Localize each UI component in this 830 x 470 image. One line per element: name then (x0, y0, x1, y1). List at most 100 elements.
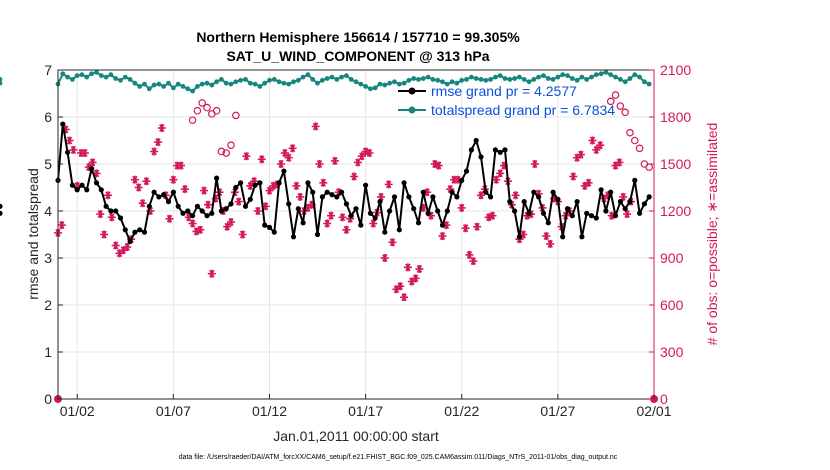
series-point (372, 85, 378, 91)
series-point (406, 77, 412, 83)
y2-tick-label: 1500 (660, 156, 691, 172)
obs-possible-point (198, 99, 206, 107)
series-point (257, 180, 263, 186)
obs-assimilated-point (415, 265, 424, 273)
y-axis-left-ticks: 0 1 2 3 4 5 6 7 (44, 62, 63, 407)
series-point (146, 86, 152, 92)
obs-possible-point (222, 149, 231, 157)
series-point (209, 82, 215, 88)
obs-assimilated-point (473, 222, 482, 231)
series-point (74, 187, 80, 193)
obs-possible-point (626, 128, 634, 137)
series-point (329, 192, 335, 198)
series-point (228, 201, 234, 207)
obs-assimilated-point (530, 160, 539, 168)
series-point (449, 189, 455, 195)
series-point (406, 194, 412, 200)
series-point (377, 81, 383, 87)
series-point (252, 182, 258, 188)
series-point (358, 222, 364, 228)
series-point (488, 77, 493, 82)
obs-assimilated-point (330, 156, 339, 165)
series-point (632, 177, 638, 183)
series-point (185, 86, 191, 92)
obs-assimilated-point (100, 230, 109, 239)
legend-spread-marker (408, 106, 416, 114)
series-point (324, 76, 330, 81)
chart-subtitle: SAT_U_WIND_COMPONENT @ 313 hPa (226, 48, 489, 64)
series-point (517, 74, 522, 80)
series-point (440, 79, 445, 85)
series-point (387, 208, 393, 214)
series-point (589, 74, 594, 80)
series-point (497, 149, 503, 155)
series-point (420, 76, 426, 81)
x-axis-ticks: 01/02 01/07 01/12 01/17 01/22 01/27 02/01 (60, 394, 672, 419)
y-tick-label: 6 (44, 109, 52, 125)
obs-assimilated-point (596, 141, 605, 150)
series-point (194, 203, 200, 209)
obs-assimilated-point (396, 282, 405, 291)
y-axis-left-label: rmse and totalspread (25, 168, 41, 300)
obs-assimilated-point (496, 169, 505, 178)
series-point (0, 210, 3, 216)
series-point (175, 203, 181, 209)
series-point (511, 208, 518, 214)
series-point (89, 166, 95, 172)
series-point (348, 77, 354, 82)
series-point (478, 77, 484, 82)
series-point (247, 196, 253, 202)
series-point (377, 199, 383, 205)
obs-assimilated-point (154, 138, 162, 147)
series-point (74, 73, 80, 78)
y2-tick-label: 1800 (660, 109, 691, 125)
series-point (483, 189, 489, 195)
series-point (603, 69, 609, 75)
obs-assimilated-point (327, 211, 335, 220)
series-point (290, 234, 297, 240)
series-point (60, 121, 66, 127)
series-point (0, 80, 3, 86)
obs-assimilated-point (253, 207, 262, 215)
obs-assimilated-point (238, 230, 247, 239)
series-point (65, 149, 71, 155)
y-tick-label: 1 (44, 344, 52, 360)
series-point (564, 206, 571, 212)
obs-assimilated-point (357, 152, 366, 161)
series-point (541, 73, 546, 78)
series-point (358, 81, 364, 87)
obs-assimilated-point (511, 191, 520, 200)
series-point (161, 192, 167, 198)
x-tick-label: 01/02 (60, 403, 95, 419)
obs-assimilated-point (188, 219, 197, 228)
footer-data-file: data file: /Users/raeder/DAI/ATM_forcXX/… (179, 454, 618, 461)
obs-assimilated-point (65, 136, 74, 145)
series-point (584, 77, 590, 82)
series-point (493, 74, 498, 80)
series-point (391, 194, 398, 200)
series-point (540, 210, 547, 216)
obs-assimilated-point (384, 180, 393, 189)
series-point (439, 222, 446, 228)
series-point (608, 189, 614, 195)
y-tick-label: 7 (44, 62, 52, 78)
obs-assimilated-point (542, 232, 551, 241)
series-point (363, 182, 369, 188)
series-point (444, 208, 450, 214)
legend: rmse grand pr = 4.2577 totalspread grand… (398, 83, 615, 118)
series-point (218, 208, 224, 214)
obs-assimilated-point (623, 210, 632, 219)
series-point (618, 77, 623, 82)
series-point (545, 76, 551, 81)
series-point (598, 71, 604, 77)
series-point (339, 74, 344, 80)
series-point (175, 81, 181, 87)
series-point (170, 189, 176, 195)
obs-assimilated-point (619, 192, 628, 201)
series-point (459, 77, 465, 83)
series-point (199, 208, 205, 214)
series-point (622, 206, 628, 212)
obs-assimilated-point (80, 149, 89, 157)
series-point (320, 77, 325, 83)
obs-assimilated-point (157, 124, 166, 132)
